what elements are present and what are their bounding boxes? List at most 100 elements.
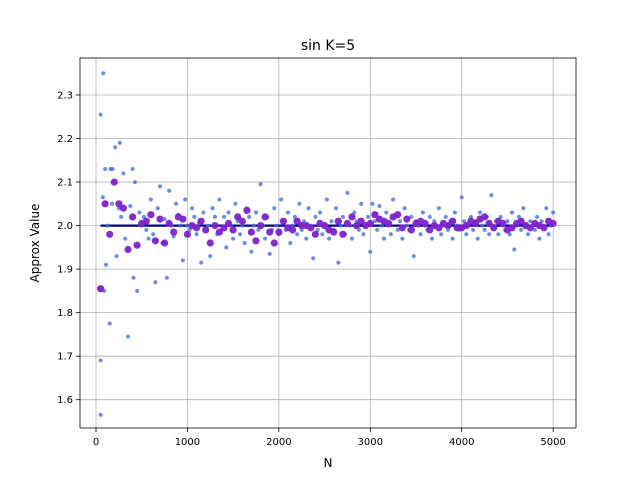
data-point (267, 251, 272, 256)
data-point (222, 214, 226, 219)
data-point (546, 232, 551, 237)
data-point (121, 171, 126, 176)
data-point (288, 241, 293, 245)
data-point (471, 227, 476, 232)
data-point (340, 214, 345, 219)
data-point (211, 222, 219, 230)
data-point (107, 321, 112, 326)
data-point (117, 140, 122, 145)
data-point (115, 200, 123, 208)
data-point (409, 214, 414, 219)
data-point (478, 210, 482, 215)
data-point (220, 224, 228, 232)
data-point (247, 228, 255, 236)
data-point (507, 232, 512, 237)
data-point (499, 219, 507, 227)
data-point (272, 206, 277, 211)
data-point (449, 217, 457, 225)
data-point (151, 232, 156, 237)
y-tick-label: 1.7 (57, 352, 73, 363)
data-point (242, 241, 247, 245)
data-point (238, 232, 242, 237)
data-point (132, 180, 137, 185)
data-point (202, 226, 210, 234)
data-point (295, 232, 300, 237)
data-point (311, 230, 319, 238)
data-point (297, 201, 302, 206)
data-point (512, 247, 517, 252)
data-point (224, 245, 229, 250)
data-point (229, 226, 237, 234)
data-point (274, 223, 279, 228)
y-tick-label: 2.0 (57, 221, 73, 232)
data-point (439, 232, 444, 237)
data-point (462, 219, 466, 224)
data-point (329, 219, 334, 224)
data-point (270, 239, 278, 247)
x-tick-label: 0 (93, 437, 99, 448)
data-point (185, 223, 190, 228)
data-point (481, 213, 489, 221)
data-point (352, 210, 357, 215)
data-point (279, 217, 287, 225)
data-point (464, 232, 469, 237)
data-point (350, 236, 354, 241)
series-layer (97, 71, 557, 417)
y-tick-label: 2.3 (57, 91, 73, 102)
data-point (212, 214, 217, 219)
data-point (199, 260, 204, 265)
data-point (540, 224, 548, 232)
data-point (398, 219, 402, 224)
data-point (490, 224, 498, 232)
x-axis: 0 1000 2000 3000 4000 5000 (93, 428, 566, 448)
data-point (489, 193, 494, 198)
data-point (402, 206, 407, 211)
data-point (307, 224, 315, 232)
data-point (263, 236, 268, 241)
data-point (532, 227, 537, 232)
data-point (113, 145, 118, 150)
data-point (528, 219, 533, 224)
data-point (395, 227, 400, 232)
data-point (371, 211, 379, 219)
large-dots-series (97, 178, 557, 293)
data-point (334, 206, 338, 211)
data-point (258, 182, 263, 187)
data-point (126, 334, 130, 339)
data-point (324, 197, 329, 202)
data-point (123, 236, 128, 241)
data-point (375, 227, 380, 232)
data-point (144, 227, 149, 232)
data-point (234, 213, 242, 221)
x-axis-label: N (324, 456, 333, 470)
data-point (496, 232, 501, 237)
data-point (487, 232, 492, 237)
data-point (105, 223, 110, 228)
data-point (293, 217, 301, 225)
data-point (179, 215, 187, 223)
y-axis: 1.6 1.7 1.8 1.9 2.0 2.1 2.2 2.3 (57, 91, 80, 406)
data-point (162, 217, 167, 222)
data-point (379, 223, 384, 228)
data-point (164, 275, 169, 280)
plot-frame (79, 57, 577, 429)
data-point (266, 228, 274, 236)
data-point (549, 219, 557, 227)
data-point (539, 219, 544, 224)
y-tick-label: 1.9 (57, 265, 73, 276)
data-point (368, 249, 373, 254)
data-point (98, 412, 103, 417)
data-point (471, 219, 479, 227)
data-point (217, 197, 222, 202)
data-point (201, 210, 206, 215)
data-point (247, 214, 252, 219)
data-point (334, 217, 342, 225)
data-point (327, 236, 332, 241)
data-point (382, 236, 386, 241)
data-point (485, 219, 493, 227)
data-point (353, 222, 361, 230)
data-point (343, 219, 351, 227)
data-point (161, 239, 169, 247)
x-tick-label: 4000 (449, 437, 474, 448)
